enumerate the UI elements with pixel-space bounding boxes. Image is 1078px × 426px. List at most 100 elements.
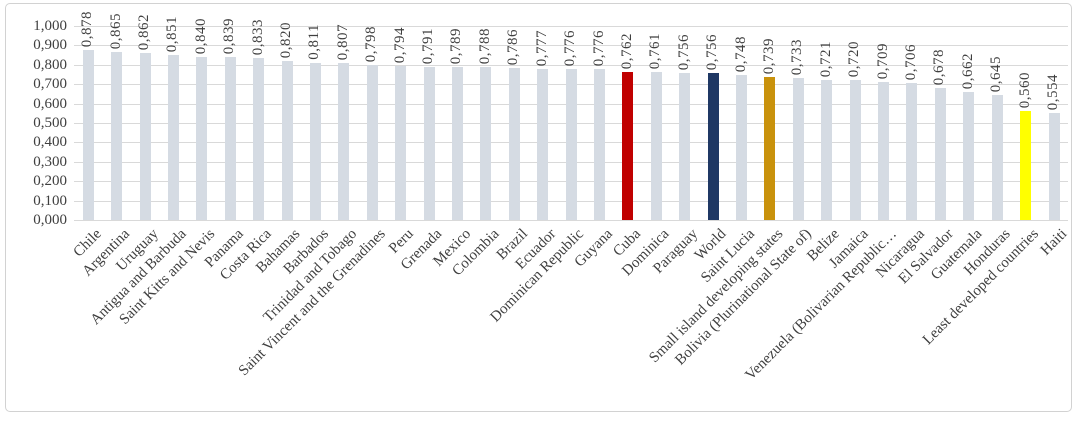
bar-value-label: 0,807 xyxy=(334,23,351,60)
bar-value-label: 0,789 xyxy=(448,27,465,64)
bar-slot: 0,788 xyxy=(472,26,500,220)
gridline xyxy=(74,220,1068,221)
bar-honduras xyxy=(991,95,1003,220)
bar-slot: 0,878 xyxy=(74,11,102,220)
bar-saint-lucia xyxy=(736,75,748,220)
bar-slot: 0,820 xyxy=(273,22,301,220)
category-label: Haiti xyxy=(1037,226,1071,259)
y-tick-label: 0,200 xyxy=(33,173,67,190)
bar-value-label: 0,761 xyxy=(647,32,664,69)
bar-least-developed-countries xyxy=(1020,111,1032,220)
bar-grenada xyxy=(423,67,435,220)
y-tick-label: 0,300 xyxy=(33,153,67,170)
y-tick-label: 0,500 xyxy=(33,115,67,131)
gridline xyxy=(74,26,1068,27)
bar-slot: 0,645 xyxy=(983,26,1011,220)
x-axis-labels: Chile Argentina Uruguay Antigua and Barbuda… xyxy=(70,226,1071,426)
bar-slot: 0,862 xyxy=(131,14,159,220)
bar-slot: 0,721 xyxy=(813,26,841,220)
bar-value-label: 0,865 xyxy=(107,12,124,49)
bar-value-label: 0,662 xyxy=(959,52,976,89)
bar-slot: 0,840 xyxy=(188,18,216,220)
bar-slot: 0,794 xyxy=(386,26,414,220)
bar-peru xyxy=(395,66,407,220)
y-tick-label: 0,900 xyxy=(33,37,67,54)
bar-slot: 0,807 xyxy=(330,23,358,220)
bar-value-label: 0,733 xyxy=(789,38,806,75)
y-tick-label: 0,100 xyxy=(33,192,67,209)
bar-bolivia-plurinational-state-of xyxy=(792,78,804,220)
chart-frame: 0,000 0,100 0,200 0,300 0,400 0,500 0,600 0,700… xyxy=(5,3,1072,412)
bar-guyana xyxy=(594,69,606,220)
bar-cuba xyxy=(622,72,634,220)
bar-value-label: 0,776 xyxy=(562,29,579,66)
bar-value-label: 0,776 xyxy=(590,29,607,66)
gridline xyxy=(74,45,1068,47)
bar-slot: 0,678 xyxy=(926,26,954,220)
bar-value-label: 0,851 xyxy=(164,15,181,52)
bar-slot: 0,791 xyxy=(415,26,443,220)
bar-value-label: 0,820 xyxy=(278,21,295,58)
bar-guatemala xyxy=(963,92,975,220)
bar-value-label: 0,840 xyxy=(192,17,209,54)
bar-belize xyxy=(821,80,833,220)
y-tick-label: 1,000 xyxy=(33,18,67,34)
bar-value-label: 0,811 xyxy=(306,24,323,60)
bar-dominican-republic xyxy=(565,69,577,220)
bars-layer: 0,878 0,865 0,862 0,851 0,840 0,839 0,833 0,820… xyxy=(74,11,1068,220)
bar-antigua-and-barbuda xyxy=(167,55,179,220)
y-tick-label: 0,700 xyxy=(33,76,67,93)
bar-slot: 0,776 xyxy=(557,26,585,220)
bar-haiti xyxy=(1048,113,1060,220)
bar-value-label: 0,791 xyxy=(420,27,437,64)
bar-panama xyxy=(224,57,236,220)
bar-value-label: 0,739 xyxy=(760,37,777,74)
bar-value-label: 0,706 xyxy=(902,43,919,80)
bar-slot: 0,865 xyxy=(102,13,130,220)
bar-value-label: 0,788 xyxy=(476,27,493,64)
bar-slot: 0,798 xyxy=(358,26,386,220)
bar-slot: 0,777 xyxy=(529,26,557,220)
bar-value-label: 0,721 xyxy=(817,40,834,77)
bar-value-label: 0,645 xyxy=(988,55,1005,92)
bar-value-label: 0,560 xyxy=(1016,71,1033,108)
bar-value-label: 0,794 xyxy=(391,26,408,63)
gridline xyxy=(74,64,1068,66)
bar-value-label: 0,762 xyxy=(618,32,635,69)
bar-value-label: 0,839 xyxy=(221,17,238,54)
bar-slot: 0,706 xyxy=(898,26,926,220)
y-axis: 0,000 0,100 0,200 0,300 0,400 0,500 0,600 0,700… xyxy=(6,4,69,244)
bar-world xyxy=(707,73,719,220)
bar-value-label: 0,756 xyxy=(704,33,721,70)
bar-paraguay xyxy=(679,73,691,220)
bar-value-label: 0,678 xyxy=(931,48,948,85)
bar-slot: 0,560 xyxy=(1011,26,1039,220)
bar-slot: 0,739 xyxy=(756,26,784,220)
bar-brazil xyxy=(508,68,520,220)
bar-saint-kitts-and-nevis xyxy=(196,57,208,220)
bar-slot: 0,662 xyxy=(955,26,983,220)
bar-slot: 0,709 xyxy=(869,26,897,220)
bar-costa-rica xyxy=(253,58,265,220)
bar-value-label: 0,833 xyxy=(249,18,266,55)
y-tick-label: 0,600 xyxy=(33,95,67,112)
bar-value-label: 0,777 xyxy=(533,29,550,66)
bar-chile xyxy=(82,50,94,220)
bar-slot: 0,776 xyxy=(585,26,613,220)
bar-slot: 0,720 xyxy=(841,26,869,220)
bar-ecuador xyxy=(537,69,549,220)
y-tick-label: 0,400 xyxy=(33,134,67,151)
bar-slot: 0,811 xyxy=(301,24,329,220)
bar-value-label: 0,798 xyxy=(363,25,380,62)
bar-trinidad-and-tobago xyxy=(338,63,350,220)
bar-slot: 0,761 xyxy=(642,26,670,220)
bar-value-label: 0,720 xyxy=(846,40,863,77)
bar-bahamas xyxy=(281,61,293,220)
bar-jamaica xyxy=(849,80,861,220)
bar-slot: 0,839 xyxy=(216,18,244,220)
bar-slot: 0,833 xyxy=(244,19,272,220)
bar-value-label: 0,786 xyxy=(505,28,522,65)
bar-slot: 0,756 xyxy=(671,26,699,220)
y-tick-label: 0,000 xyxy=(33,212,67,228)
